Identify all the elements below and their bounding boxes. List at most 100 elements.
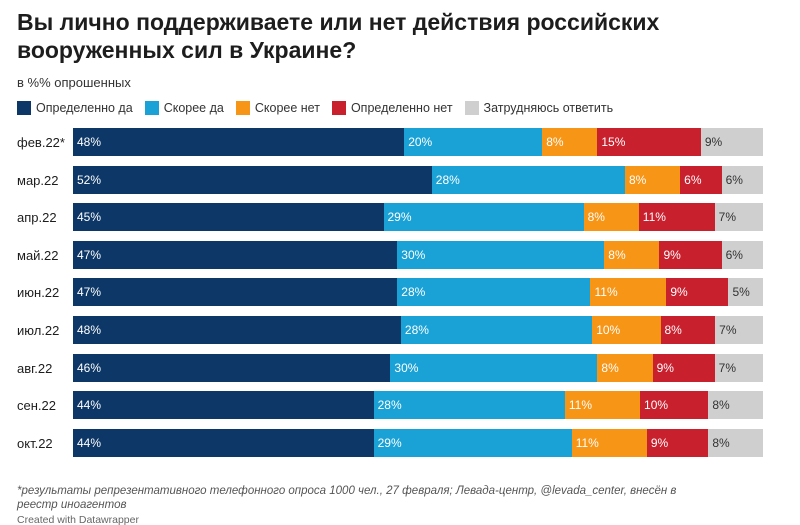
category-label: май.22 xyxy=(17,247,59,263)
legend-label: Определенно нет xyxy=(350,101,453,115)
category-label: июл.22 xyxy=(17,323,60,338)
legend-item: Определенно да xyxy=(17,101,133,115)
data-label: 45% xyxy=(77,210,102,225)
data-label: 48% xyxy=(77,135,102,149)
legend-label: Скорее нет xyxy=(254,101,320,115)
stacked-bar: 45% 29% 8% 11% 7% xyxy=(73,203,763,232)
bar-segment: 11% xyxy=(564,391,641,420)
bar-segment: 7% xyxy=(714,353,763,382)
bar-segment: 9% xyxy=(652,353,715,382)
legend-swatch xyxy=(464,101,479,115)
data-label: 8% xyxy=(546,135,564,149)
bar-segment: 29% xyxy=(373,428,572,457)
stacked-bar: 48% 20% 8% 15% 9% xyxy=(73,128,763,156)
data-label: 8% xyxy=(712,398,730,413)
bar-segment: 8% xyxy=(542,128,598,156)
legend-swatch xyxy=(17,101,31,115)
bar-segment: 29% xyxy=(383,203,584,232)
bar-segment: 6% xyxy=(721,240,763,269)
category-label: апр.22 xyxy=(17,210,57,226)
data-label: 48% xyxy=(77,323,102,337)
stacked-bar: 46% 30% 8% 9% 7% xyxy=(73,353,763,382)
category-label: мар.22 xyxy=(17,172,59,188)
data-label: 9% xyxy=(663,247,681,262)
legend-item: Затрудняюсь ответить xyxy=(464,101,614,115)
data-label: 6% xyxy=(684,172,702,187)
data-label: 10% xyxy=(596,323,621,337)
data-label: 15% xyxy=(601,135,626,149)
chart-subtitle: в %% опрошенных xyxy=(17,75,131,90)
bar-segment: 9% xyxy=(659,240,722,269)
data-label: 8% xyxy=(664,323,682,337)
bar-segment: 47% xyxy=(73,278,398,307)
bar-segment: 20% xyxy=(404,128,543,156)
stacked-bar: 48% 28% 10% 8% 7% xyxy=(73,316,763,344)
category-label: авг.22 xyxy=(17,360,53,376)
bar-segment: 9% xyxy=(646,428,709,457)
data-label: 7% xyxy=(718,360,737,375)
bar-row: фев.22* 48% 20% 8% 15% 9% xyxy=(0,128,800,156)
data-label: 29% xyxy=(377,435,402,450)
bar-segment: 11% xyxy=(571,428,647,457)
legend-item: Скорее да xyxy=(144,101,224,115)
bar-segment: 8% xyxy=(708,391,763,420)
bar-segment: 8% xyxy=(708,428,763,457)
bar-segment: 6% xyxy=(680,165,722,194)
legend-swatch xyxy=(144,101,159,115)
data-label: 28% xyxy=(404,323,429,337)
bar-segment: 8% xyxy=(597,353,653,382)
legend-item: Определенно нет xyxy=(331,101,453,115)
bar-segment: 15% xyxy=(597,128,701,156)
data-label: 11% xyxy=(575,435,599,450)
bar-segment: 8% xyxy=(583,203,639,232)
stacked-bar: 52% 28% 8% 6% 6% xyxy=(73,165,763,194)
bar-segment: 11% xyxy=(590,278,667,307)
bar-segment: 30% xyxy=(390,353,598,382)
data-label: 7% xyxy=(719,323,737,337)
bar-segment: 10% xyxy=(592,316,661,344)
bar-segment: 6% xyxy=(721,165,763,194)
chart-title: Вы лично поддерживаете или нет действия … xyxy=(17,9,660,63)
data-label: 9% xyxy=(650,435,669,450)
bar-segment: 47% xyxy=(73,240,398,269)
data-label: 6% xyxy=(725,247,743,262)
bar-segment: 11% xyxy=(638,203,715,232)
legend-swatch xyxy=(331,101,346,115)
bar-row: июн.22 47% 28% 11% 9% 5% xyxy=(0,278,800,307)
data-label: 30% xyxy=(394,360,419,375)
data-label: 11% xyxy=(568,398,593,413)
stacked-bar: 44% 28% 11% 10% 8% xyxy=(73,391,763,420)
bar-segment: 9% xyxy=(700,128,763,156)
data-label: 5% xyxy=(732,285,750,300)
data-label: 29% xyxy=(387,210,412,225)
bar-row: окт.22 44% 29% 11% 9% 8% xyxy=(0,428,800,457)
data-label: 10% xyxy=(644,398,669,413)
credit: Created with Datawrapper xyxy=(17,514,139,525)
bar-segment: 28% xyxy=(373,391,565,420)
bar-segment: 28% xyxy=(400,316,593,344)
data-label: 47% xyxy=(77,285,102,300)
data-label: 9% xyxy=(670,285,688,300)
data-label: 7% xyxy=(718,210,737,225)
bar-segment: 48% xyxy=(73,316,401,344)
bar-row: сен.22 44% 28% 11% 10% 8% xyxy=(0,391,800,420)
bar-segment: 48% xyxy=(73,128,405,156)
bar-segment: 7% xyxy=(715,316,763,344)
stacked-bar: 44% 29% 11% 9% 8% xyxy=(73,428,763,457)
stacked-bar: 47% 30% 8% 9% 6% xyxy=(73,240,763,269)
stacked-bar: 47% 28% 11% 9% 5% xyxy=(73,278,763,307)
legend: Определенно да Скорее да Скорее нет Определ… xyxy=(17,101,625,115)
legend-label: Затрудняюсь ответить xyxy=(483,101,614,115)
data-label: 28% xyxy=(401,285,426,300)
bar-row: июл.22 48% 28% 10% 8% 7% xyxy=(0,316,800,344)
bar-segment: 30% xyxy=(397,240,605,269)
bar-row: авг.22 46% 30% 8% 9% 7% xyxy=(0,353,800,382)
data-label: 28% xyxy=(377,398,402,413)
category-label: фев.22* xyxy=(17,135,65,150)
bar-segment: 44% xyxy=(73,428,374,457)
category-label: июн.22 xyxy=(17,285,60,301)
data-label: 52% xyxy=(77,172,102,187)
category-label: окт.22 xyxy=(17,435,53,451)
data-label: 11% xyxy=(594,285,618,300)
bar-segment: 28% xyxy=(397,278,591,307)
